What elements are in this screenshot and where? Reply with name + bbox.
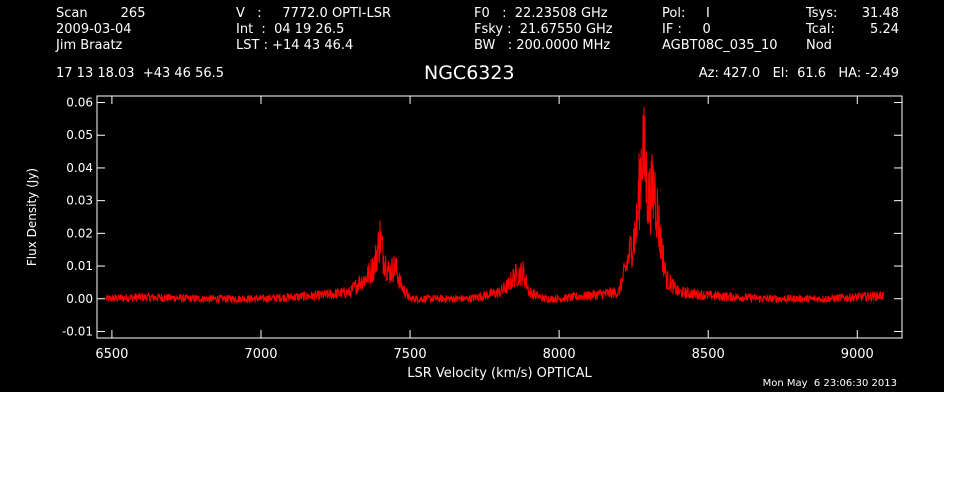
y-tick-label: 0.02	[66, 226, 93, 240]
switching-mode: Nod	[806, 38, 832, 53]
tsys-label: Tsys:	[806, 6, 838, 21]
tsys-value: 31.48	[861, 6, 899, 21]
object-name: NGC6323	[424, 62, 515, 84]
project-id: AGBT08C_035_10	[662, 38, 778, 53]
spectrum-chart: 6500 7000 7500 8000 8500 9000 -0.01 0.00 0.01 0.…	[25, 95, 903, 381]
y-tick-label: 0.06	[66, 96, 93, 110]
plot-timestamp: Mon May 6 23:06:30 2013	[762, 378, 897, 389]
x-tick-label: 6500	[95, 347, 128, 362]
rest-frequency: F0 : 22.23508 GHz	[474, 6, 608, 21]
x-tick-label: 8000	[543, 347, 576, 362]
y-tick-label: 0.01	[66, 259, 93, 273]
y-tick-label: 0.05	[66, 128, 93, 142]
lst-value: LST : +14 43 46.4	[236, 38, 354, 53]
scan-number: Scan 265	[56, 6, 146, 21]
tcal-value: 5.24	[870, 22, 899, 37]
x-axis-label: LSR Velocity (km/s) OPTICAL	[407, 366, 592, 381]
if-number: IF : 0	[662, 22, 711, 37]
plot-panel: Scan 265 2009-03-04 Jim Braatz V : 7772.…	[0, 0, 944, 392]
plot-frame	[96, 95, 903, 339]
observer-name: Jim Braatz	[56, 38, 123, 53]
y-tick-label: 0.00	[66, 292, 93, 306]
velocity-info: V : 7772.0 OPTI-LSR	[236, 6, 392, 21]
y-axis-ticks: -0.01 0.00 0.01 0.02 0.03 0.04 0.05 0.06	[62, 96, 902, 338]
sky-frequency: Fsky : 21.67550 GHz	[474, 22, 613, 37]
polarization: Pol: I	[662, 6, 710, 21]
y-tick-label: 0.04	[66, 161, 93, 175]
y-tick-label: 0.03	[66, 194, 93, 208]
x-tick-label: 7000	[244, 347, 277, 362]
y-tick-label: -0.01	[62, 324, 93, 338]
observation-date: 2009-03-04	[56, 22, 132, 37]
source-coordinates: 17 13 18.03 +43 46 56.5	[56, 66, 225, 81]
x-tick-label: 7500	[394, 347, 427, 362]
x-tick-label: 9000	[841, 347, 874, 362]
x-axis-ticks: 6500 7000 7500 8000 8500 9000	[95, 96, 874, 362]
y-axis-label: Flux Density (Jy)	[25, 168, 39, 266]
bandwidth: BW : 200.0000 MHz	[474, 38, 611, 53]
integration-time: Int : 04 19 26.5	[236, 22, 345, 37]
x-tick-label: 8500	[692, 347, 725, 362]
spectrum-series-line	[105, 106, 885, 305]
tcal-label: Tcal:	[806, 22, 835, 37]
pointing-info: Az: 427.0 El: 61.6 HA: -2.49	[698, 66, 899, 81]
